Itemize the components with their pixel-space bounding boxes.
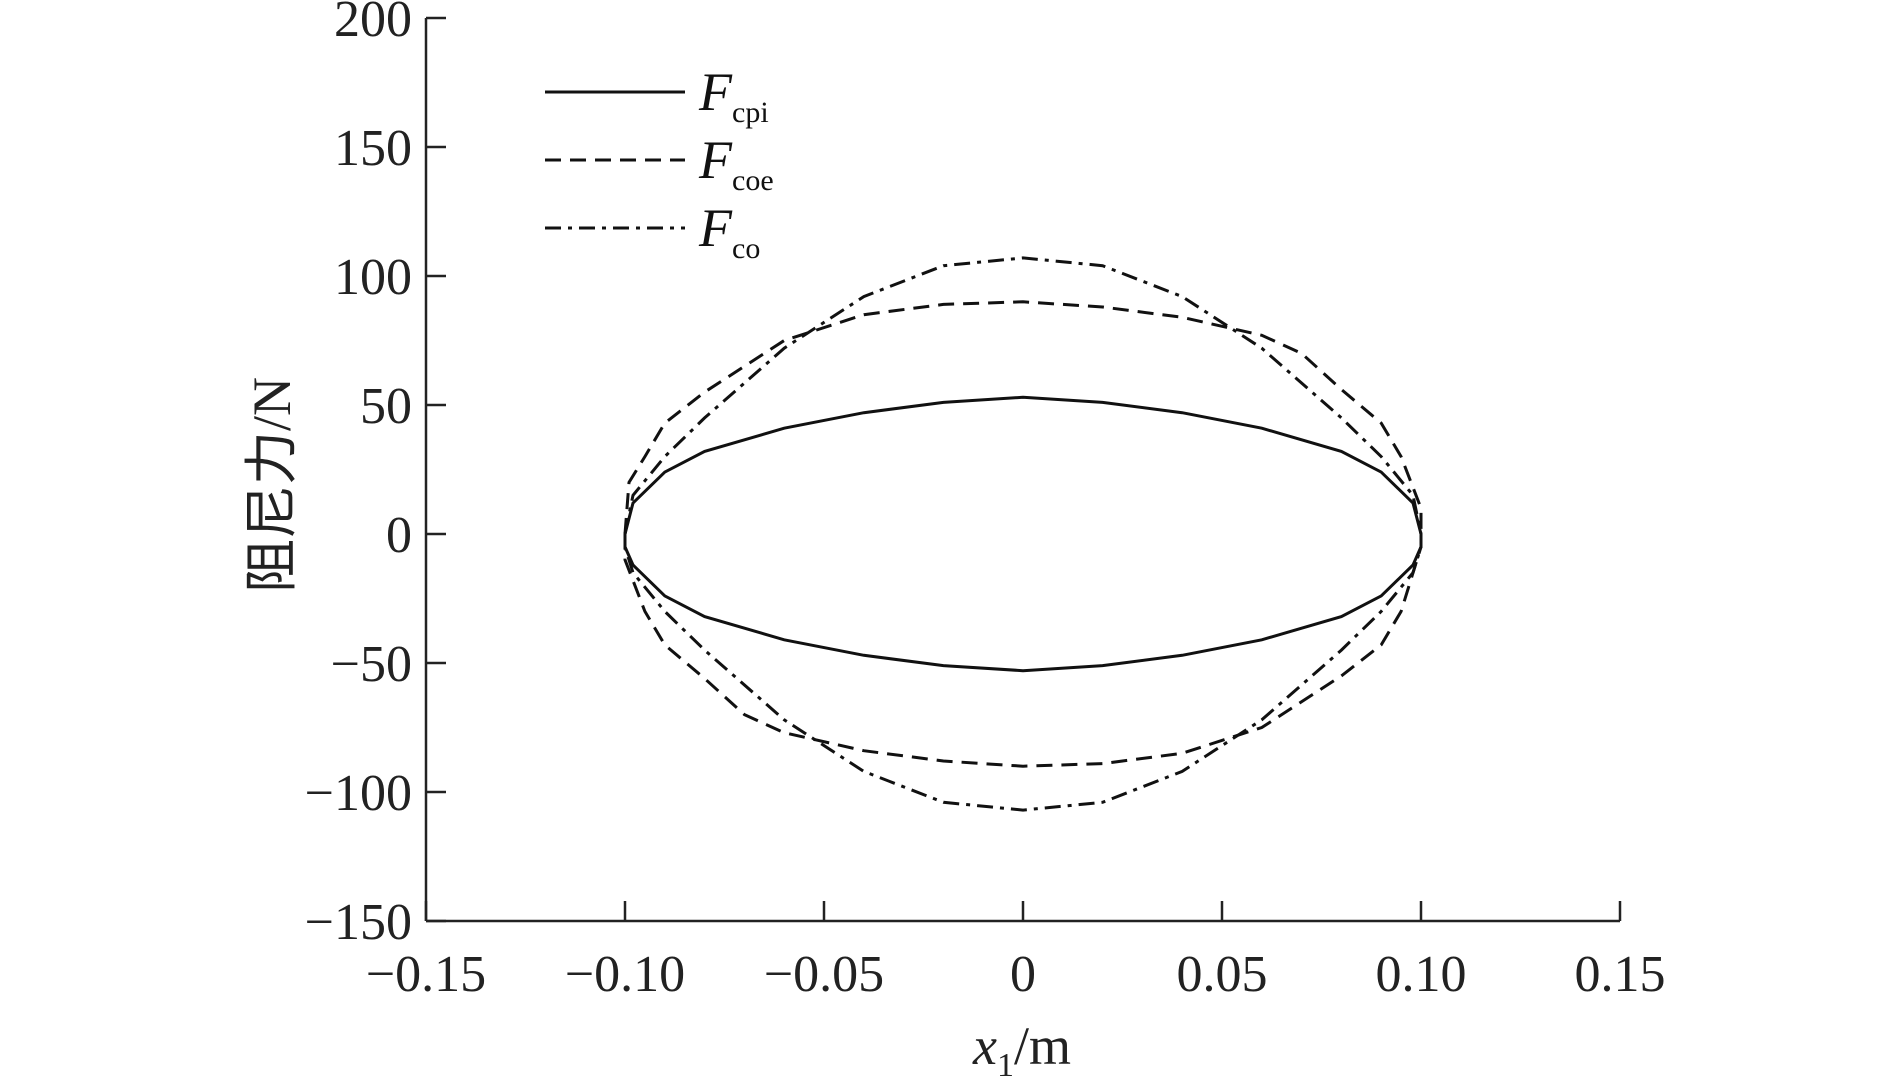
x-tick-label: −0.15 — [366, 946, 486, 1003]
series-line-f-co — [623, 256, 1423, 812]
y-axis-title: 阻尼力/N — [242, 377, 302, 593]
legend-label: Fcpi — [698, 62, 769, 129]
x-tick-label: 0 — [1010, 946, 1036, 1003]
axes — [424, 18, 1620, 923]
x-tick-label: 0.15 — [1575, 946, 1666, 1003]
y-tick-label: 200 — [334, 0, 412, 48]
x-tick-label: 0.05 — [1177, 946, 1268, 1003]
x-tick-label: −0.05 — [764, 946, 884, 1003]
x-axis-title: x1/m — [972, 1016, 1071, 1079]
y-tick-label: −100 — [305, 765, 412, 822]
legend-label-subscript: cpi — [732, 96, 769, 129]
y-tick-label: 150 — [334, 120, 412, 177]
series-line-f-cpi — [623, 395, 1423, 673]
x-tick-label: 0.10 — [1376, 946, 1467, 1003]
y-ticks: 200 150 100 50 0 −50 −100 −150 — [305, 0, 446, 951]
series-curves — [623, 256, 1423, 812]
legend-label: Fcoe — [698, 130, 774, 197]
x-ticks: −0.15 −0.10 −0.05 0 0.05 0.10 0.15 — [366, 901, 1666, 1003]
x-axis-title-var: x — [972, 1016, 997, 1076]
y-tick-label: −50 — [331, 636, 412, 693]
legend-label-subscript: coe — [732, 164, 774, 197]
y-tick-label: 0 — [386, 507, 412, 564]
legend-label-symbol: F — [698, 130, 733, 190]
y-tick-label: 100 — [334, 249, 412, 306]
x-axis-title-unit: /m — [1014, 1016, 1071, 1076]
x-tick-label: −0.10 — [565, 946, 685, 1003]
legend-label-symbol: F — [698, 198, 733, 258]
y-tick-label: 50 — [360, 378, 412, 435]
legend-label: Fco — [698, 198, 760, 265]
legend-label-symbol: F — [698, 62, 733, 122]
y-tick-label: −150 — [305, 894, 412, 951]
x-axis-title-sub: 1 — [997, 1047, 1014, 1079]
legend-label-subscript: co — [732, 232, 760, 265]
series-line-f-coe — [623, 300, 1423, 768]
